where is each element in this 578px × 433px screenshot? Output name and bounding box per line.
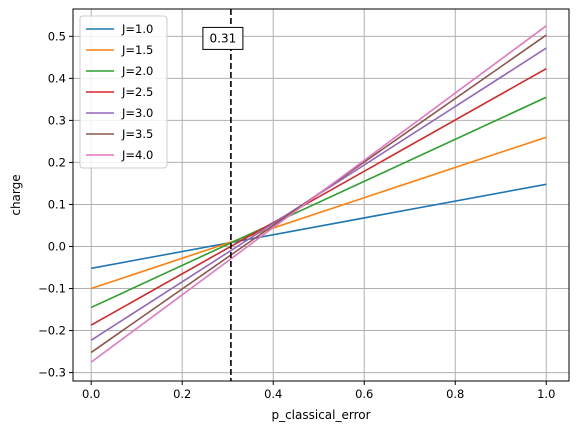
- plot-frame: [72, 8, 570, 382]
- series-lines: [90, 25, 547, 363]
- series-line-j-1-0: [91, 183, 547, 270]
- legend-label: J=3.0: [121, 106, 153, 120]
- x-axis-label: p_classical_error: [271, 408, 370, 422]
- legend-box: [79, 15, 168, 169]
- x-tick-label: 0.0: [82, 387, 100, 401]
- y-tick-label: 0.1: [48, 197, 66, 211]
- legend-label: J=1.5: [121, 43, 153, 57]
- annotation: 0.31: [202, 26, 244, 50]
- annotation-box: [202, 26, 244, 50]
- legend-label: J=3.5: [121, 127, 153, 141]
- legend-label: J=2.5: [121, 85, 153, 99]
- legend-label: J=4.0: [121, 148, 153, 162]
- y-tick-label: 0.4: [48, 71, 66, 85]
- y-tick-label: −0.1: [38, 282, 66, 296]
- series-line-j-1-5: [90, 136, 547, 290]
- y-tick-label: 0.2: [48, 155, 66, 169]
- y-tick-label: 0.0: [48, 239, 66, 253]
- y-tick-label: −0.3: [38, 366, 66, 380]
- x-tick-label: 0.8: [446, 387, 464, 401]
- x-tick-label: 0.2: [173, 387, 191, 401]
- x-tick-label: 0.4: [264, 387, 282, 401]
- y-axis-label: charge: [9, 174, 23, 215]
- series-line-j-4-0: [90, 25, 547, 363]
- legend-label: J=1.0: [121, 22, 153, 36]
- series-line-j-2-0: [90, 96, 547, 309]
- y-tick-label: −0.2: [38, 324, 66, 338]
- legend: J=1.0 J=1.5 J=2.0 J=2.5 J=3.0 J=3.5 J=4.0: [79, 15, 168, 169]
- series-line-j-2-5: [90, 67, 547, 326]
- x-tick-label: 1.0: [537, 387, 555, 401]
- axis-ticks: 0.0 0.2 0.4 0.6 0.8 1.0 −0.3 −0.2 −0.1 0.0 0.1 0.2 0…: [38, 29, 555, 401]
- x-tick-label: 0.6: [355, 387, 373, 401]
- y-tick-label: 0.3: [48, 113, 66, 127]
- legend-label: J=2.0: [121, 64, 153, 78]
- annotation-label: 0.31: [210, 31, 237, 45]
- y-tick-label: 0.5: [48, 29, 66, 43]
